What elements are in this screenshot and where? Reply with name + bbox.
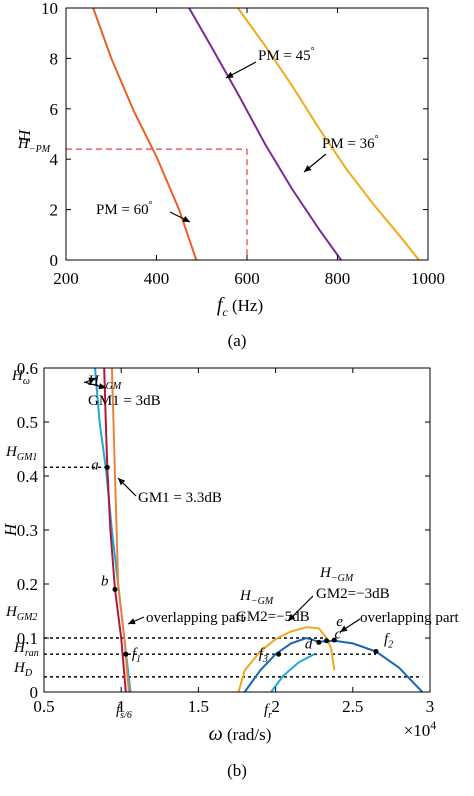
panel-b-arrow-gm2-3: [287, 595, 314, 622]
panel-b-point-label-c: c: [335, 627, 342, 643]
panel-b-series-3: [103, 368, 127, 692]
panel-b-reflabel-1: HGM2: [5, 604, 37, 623]
panel-b-xtick-label-3: 2: [271, 697, 280, 716]
panel-b-annotation-0: Hω: [11, 368, 30, 387]
panel-a-annotation-pm36: PM = 36°: [322, 134, 379, 152]
panel-b-annotation-8: GM2=−3dB: [316, 586, 390, 602]
panel-a-ref-label: H−PM: [17, 136, 51, 155]
panel-b-annotation-7: H−GM: [319, 565, 354, 584]
panel-b-ytick-label-1: 0.1: [17, 629, 38, 648]
panel-b-ylabel: H: [1, 522, 20, 537]
panel-b-point-e: [331, 637, 337, 643]
panel-b-point-f1: [123, 651, 129, 657]
panel-b-annotation-6: GM2=−5dB: [236, 609, 310, 625]
panel-b-arrow-homega: [83, 381, 107, 390]
panel-b-frame: [43, 367, 431, 693]
panel-a-arrow-pm45: [225, 61, 257, 79]
panel-b-point-label-e: e: [336, 614, 343, 630]
panel-b-arrow-homega-head: [98, 383, 106, 390]
panel-b-xtick-label-0: 0.5: [33, 697, 54, 716]
panel-b-arrow-hgm1-head: [88, 377, 96, 384]
panel-b-point-d: [316, 639, 322, 645]
panel-a-plot: H−PM 200 400 600 800 1000 0 2 4 6 8 10 fc (Hz) H PM = …: [15, 0, 445, 350]
panel-b-ytick-label-4: 0.4: [17, 467, 39, 486]
panel-a-xlabel: fc (Hz): [217, 294, 263, 319]
panel-b-annotation-9: overlapping part: [360, 610, 460, 626]
panel-b-arrow-overlap2: [339, 618, 361, 633]
panel-a-annotation-pm45: PM = 45°: [258, 46, 315, 64]
panel-b-point-f2: [373, 649, 379, 654]
panel-b-xtick-label-4: 2.5: [342, 697, 363, 716]
panel-b-ytick-label-6: 0.6: [17, 359, 38, 378]
panel-b-ytick-label-5: 0.5: [17, 413, 38, 432]
panel-b-annotation-3: GM1 = 3.3dB: [138, 490, 222, 506]
panel-b-series-6: [270, 653, 315, 692]
panel-b-arrow-overlap2-head: [340, 625, 348, 632]
panel-b-point-label-f1: f1: [132, 646, 141, 665]
panel-b-point-c: [324, 638, 330, 644]
panel-a-xtick-label-0: 200: [53, 269, 79, 288]
panel-b-point-label-f2: f2: [384, 632, 393, 651]
panel-b-point-a: [104, 464, 110, 470]
panel-a-xtick-label-3: 800: [325, 269, 351, 288]
panel-a-series-2: [188, 8, 342, 260]
panel-b-point-f3: [276, 651, 282, 657]
panel-b-arrow-gm33-head: [118, 478, 126, 486]
panel-b-annotation-11: fr: [264, 702, 272, 721]
panel-a-ylabel: H: [15, 128, 34, 143]
panel-a-xtick-label-4: 1000: [411, 269, 445, 288]
panel-a-arrow-pm45-head: [226, 71, 234, 78]
panel-a-caption: (a): [228, 331, 247, 350]
panel-a-ytick-label-4: 8: [50, 49, 59, 68]
panel-b-annotation-5: H−GM: [239, 588, 274, 607]
panel-b-reflabel-0: HGM1: [5, 444, 37, 463]
panel-b-ytick-label-2: 0.2: [17, 575, 38, 594]
panel-b-annotation-2: GM1 = 3dB: [88, 393, 161, 409]
panel-b-arrow-gm2-3-head: [288, 613, 296, 621]
panel-b-point-label-a: a: [91, 457, 99, 473]
panel-b-point-label-f3: f3: [259, 646, 268, 665]
panel-b-point-b: [112, 586, 118, 592]
panel-b-annotation-4: overlapping part: [146, 610, 246, 626]
panel-b-xlabel: ω (rad/s): [209, 723, 272, 745]
panel-b-x-multiplier: ×104: [404, 718, 437, 740]
panel-a-annotation-pm60: PM = 60°: [96, 200, 153, 218]
panel-b-series-4: [237, 626, 336, 692]
panel-b-point-label-d: d: [305, 636, 313, 652]
panel-b-xtick-label-1: 1: [117, 697, 126, 716]
panel-b-ytick-label-3: 0.3: [17, 521, 38, 540]
panel-b-caption: (b): [227, 761, 247, 780]
panel-a-ytick-label-1: 2: [50, 201, 59, 220]
panel-a-series-1: [92, 8, 198, 260]
panel-b-reflabel-3: HD: [13, 660, 33, 679]
panel-b-arrow-hgm1: [85, 377, 97, 384]
panel-b-xtick-label-5: 3: [426, 697, 435, 716]
panel-b-annotation-10: fs/6: [116, 702, 132, 721]
panel-b-reflabel-2: Hran: [13, 640, 39, 659]
panel-a-xtick-label-1: 400: [144, 269, 170, 288]
panel-a-ytick-label-3: 6: [50, 100, 59, 119]
panel-a-arrow-pm60: [169, 211, 191, 223]
panel-b-series-2: [110, 368, 130, 692]
panel-a-series-3: [237, 8, 420, 260]
panel-b-point-label-b: b: [101, 573, 109, 589]
panel-b-xtick-label-2: 1.5: [188, 697, 209, 716]
panel-a-ytick-label-5: 10: [41, 0, 58, 18]
panel-a-ytick-label-0: 0: [50, 251, 59, 270]
panel-b-arrow-overlap1-head: [128, 618, 136, 625]
panel-a-arrow-pm60-head: [182, 216, 190, 222]
panel-b-arrow-gm33: [117, 477, 137, 497]
panel-a-arrow-pm36: [303, 153, 327, 173]
panel-a-ytick-label-2: 4: [50, 150, 59, 169]
panel-b-arrow-overlap1: [127, 616, 145, 625]
panel-b-ytick-label-0: 0: [30, 683, 39, 702]
panel-a-xtick-label-2: 600: [234, 269, 260, 288]
panel-a-arrow-pm36-head: [304, 165, 312, 172]
